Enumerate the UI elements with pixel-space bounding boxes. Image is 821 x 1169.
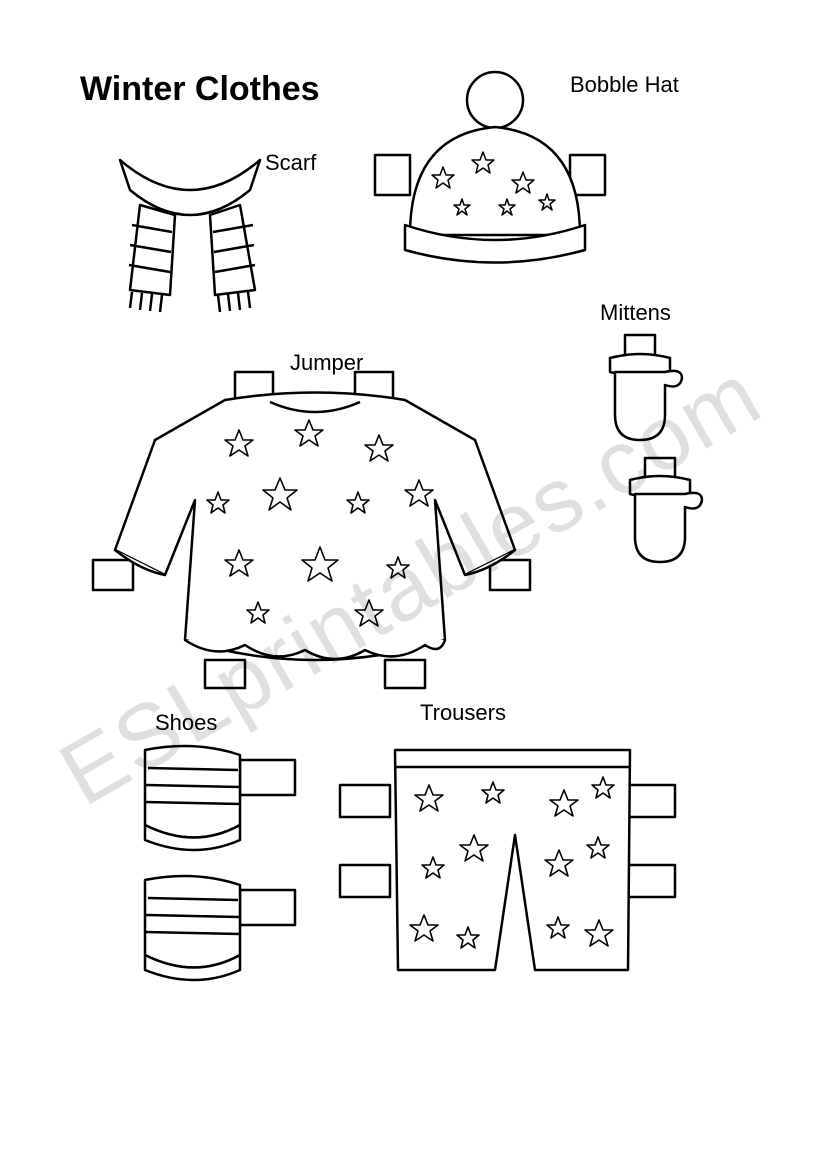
mittens-icon	[570, 330, 740, 590]
label-mittens: Mittens	[600, 300, 671, 326]
shoes-icon	[90, 730, 320, 990]
worksheet-page: Winter Clothes Scarf Bobble Hat Jumper M…	[60, 60, 760, 1040]
trousers-icon	[330, 725, 690, 1025]
page-title: Winter Clothes	[80, 70, 320, 109]
scarf-icon	[80, 120, 300, 340]
bobble-hat-icon	[360, 65, 620, 285]
jumper-icon	[75, 360, 555, 710]
